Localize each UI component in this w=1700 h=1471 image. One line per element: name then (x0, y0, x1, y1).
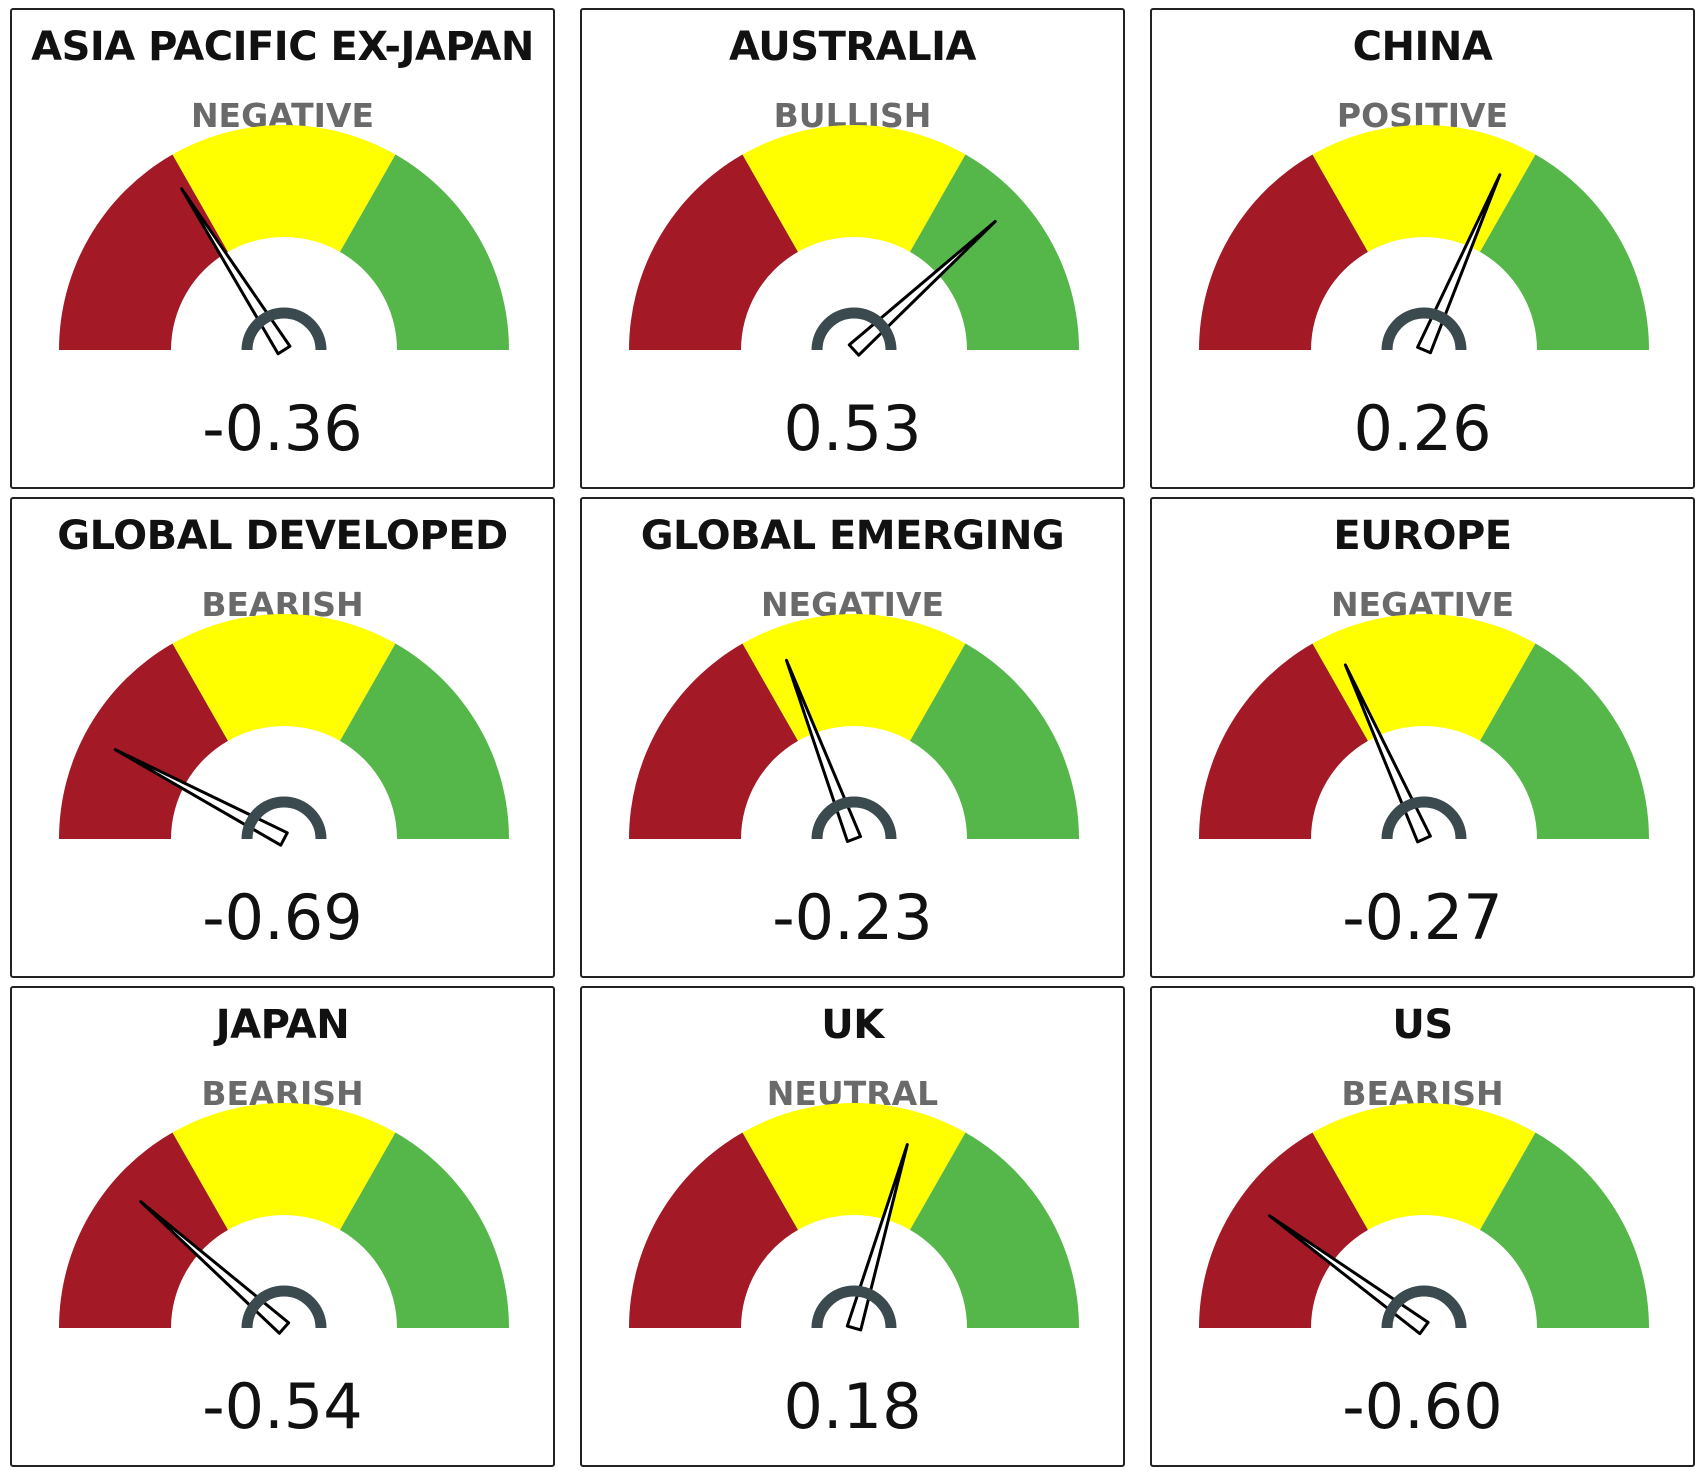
gauge-hub (241, 796, 327, 840)
gauge-value: 0.53 (783, 392, 922, 465)
gauge-hub (1381, 307, 1467, 351)
gauge-value: -0.36 (202, 392, 363, 465)
gauge-band-bearish (1199, 1132, 1369, 1328)
gauge-needle (113, 748, 289, 847)
gauge-band-bullish (1479, 643, 1649, 839)
gauge-needle (180, 187, 292, 356)
gauge-title: AUSTRALIA (729, 24, 976, 70)
gauge-hub (811, 796, 897, 840)
gauge-needle (845, 1143, 909, 1332)
gauge-title: US (1392, 1002, 1453, 1048)
gauge-band-bullish (909, 643, 1079, 839)
gauge-hub (241, 1285, 327, 1329)
gauge-title: JAPAN (215, 1002, 350, 1048)
gauge-value: -0.54 (202, 1370, 363, 1443)
gauge-band-bearish (59, 154, 229, 350)
gauge-dial (629, 125, 1079, 357)
gauge-band-bullish (339, 154, 509, 350)
gauge-panel-us: US BEARISH -0.60 (1150, 986, 1695, 1467)
gauge-hub (811, 1285, 897, 1329)
gauge-band-bearish (59, 1132, 229, 1328)
gauge-band-neutral (172, 1103, 396, 1230)
gauge-title: GLOBAL DEVELOPED (57, 513, 508, 559)
gauge-panel-global-emerging: GLOBAL EMERGING NEGATIVE -0.23 (580, 497, 1125, 978)
gauge-panel-china: CHINA POSITIVE 0.26 (1150, 8, 1695, 489)
gauge-dial (59, 614, 509, 847)
gauge-band-bearish (59, 643, 229, 839)
gauge-band-neutral (172, 125, 396, 252)
gauge-needle (784, 658, 863, 843)
gauge-band-neutral (1312, 1103, 1536, 1230)
gauge-dial (1199, 614, 1649, 844)
gauge-band-bullish (339, 643, 509, 839)
gauge-value: -0.60 (1342, 1370, 1503, 1443)
gauge-title: ASIA PACIFIC EX-JAPAN (31, 24, 534, 70)
gauge-dial (1199, 125, 1649, 355)
gauge-band-bullish (1479, 154, 1649, 350)
gauge-title: GLOBAL EMERGING (640, 513, 1065, 559)
gauge-dial (59, 125, 509, 356)
gauge-band-neutral (742, 125, 966, 252)
gauge-panel-asia-pacific-ex-japan: ASIA PACIFIC EX-JAPAN NEGATIVE -0.36 (10, 8, 555, 489)
gauge-title: CHINA (1352, 24, 1493, 70)
gauge-title: UK (821, 1002, 884, 1048)
gauge-band-neutral (742, 614, 966, 741)
gauge-band-neutral (172, 614, 396, 741)
gauge-needle (1416, 173, 1502, 355)
gauge-value: -0.23 (772, 881, 933, 954)
gauge-hub (1381, 1285, 1467, 1329)
gauge-band-bearish (1199, 154, 1369, 350)
gauge-value: 0.26 (1353, 392, 1492, 465)
gauge-hub (1381, 796, 1467, 840)
gauge-band-bullish (909, 1132, 1079, 1328)
gauge-panel-australia: AUSTRALIA BULLISH 0.53 (580, 8, 1125, 489)
gauge-hub (241, 307, 327, 351)
gauge-value: -0.27 (1342, 881, 1503, 954)
gauge-value: 0.18 (783, 1370, 922, 1443)
gauge-dial (629, 1103, 1079, 1332)
gauge-value: -0.69 (202, 881, 363, 954)
gauge-band-bullish (1479, 1132, 1649, 1328)
gauge-dial (1199, 1103, 1649, 1336)
gauge-hub (811, 307, 897, 351)
gauge-band-bearish (629, 154, 799, 350)
gauge-needle (139, 1200, 291, 1335)
gauge-panel-japan: JAPAN BEARISH -0.54 (10, 986, 555, 1467)
gauge-band-bearish (629, 1132, 799, 1328)
gauge-band-bullish (339, 1132, 509, 1328)
gauge-panel-europe: EUROPE NEGATIVE -0.27 (1150, 497, 1695, 978)
gauge-band-bearish (1199, 643, 1369, 839)
gauge-dial (629, 614, 1079, 843)
gauge-band-bearish (629, 643, 799, 839)
gauge-needle (847, 219, 997, 357)
gauge-dial (59, 1103, 509, 1335)
gauge-needle (1267, 1214, 1430, 1336)
gauge-needle (1343, 663, 1432, 844)
gauge-panel-uk: UK NEUTRAL 0.18 (580, 986, 1125, 1467)
gauge-grid: ASIA PACIFIC EX-JAPAN NEGATIVE -0.36 AUS… (10, 8, 1695, 1467)
gauge-band-neutral (742, 1103, 966, 1230)
gauge-band-bullish (909, 154, 1079, 350)
gauge-title: EUROPE (1333, 513, 1512, 559)
gauge-panel-global-developed: GLOBAL DEVELOPED BEARISH -0.69 (10, 497, 555, 978)
